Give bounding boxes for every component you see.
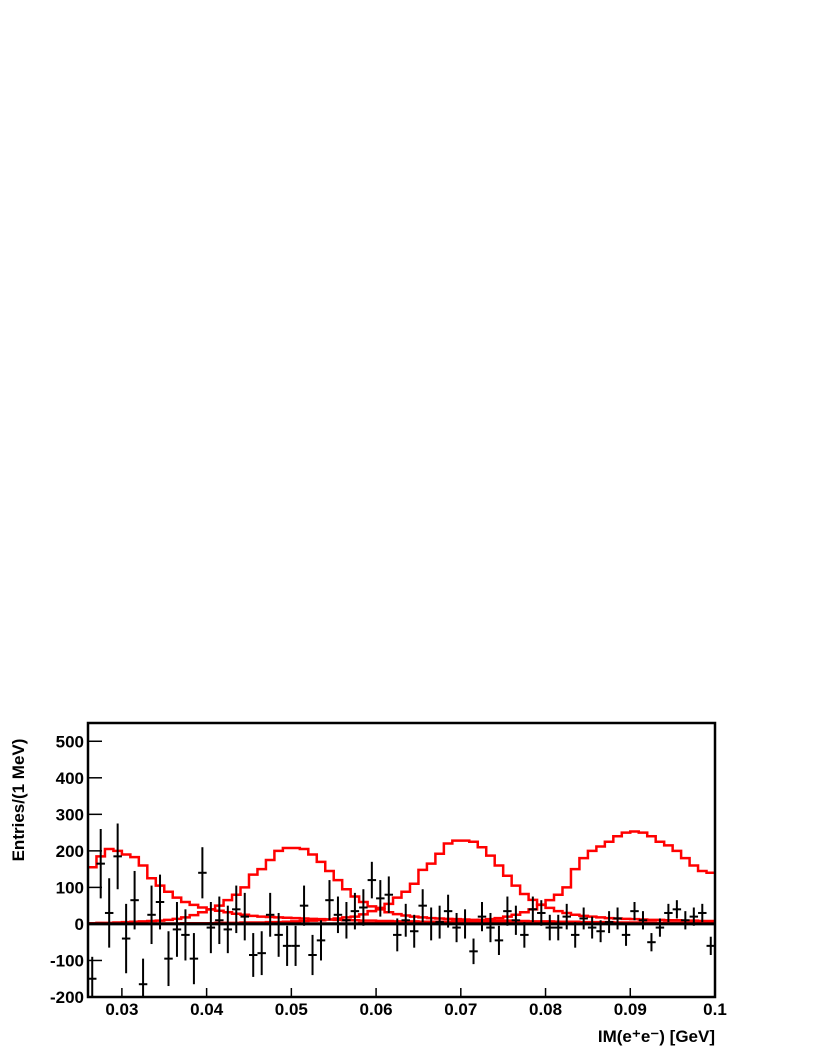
x-tick-label: 0.07 [444,1000,477,1019]
data-point [147,885,156,945]
data-point [579,907,588,930]
data-point [655,918,665,937]
frame [86,721,717,999]
y-tick-label: -200 [50,988,84,1007]
data-point [172,902,182,957]
data-point [613,907,622,930]
data-point [248,933,258,977]
template-histogram [88,846,715,925]
data-point [621,923,631,946]
data-point [367,861,377,899]
y-tick-label: 0 [75,915,84,934]
data-point [384,876,394,913]
x-tick-label: 0.09 [614,1000,647,1019]
template-histogram [88,830,715,925]
y-tick-label: 500 [56,732,84,751]
data-point [587,916,597,939]
y-tick-label: 300 [56,805,84,824]
data-point [282,925,292,966]
data-point [223,905,233,954]
data-point [570,922,580,948]
x-tick-label: 0.05 [275,1000,308,1019]
data-point [240,892,249,941]
data-point [206,902,216,954]
y-tick-label: -100 [50,951,84,970]
data-point [503,896,512,926]
data-point [291,925,300,966]
data-point [486,912,495,943]
template-histogram [88,847,715,925]
data-point [274,912,283,957]
data-point [164,931,173,987]
data-point [265,892,275,937]
data-point [316,920,326,961]
data-point [342,902,351,939]
data-point [469,938,478,965]
data-point [562,903,571,930]
data-point [215,896,224,945]
data-point [630,902,639,921]
data-point [672,900,682,919]
data-point [604,911,614,934]
x-tick-label: 0.04 [190,1000,224,1019]
data-point [545,914,555,941]
data-point [477,902,487,932]
data-point [376,880,385,917]
data-point [333,896,343,934]
y-axis-label: Entries/(1 MeV) [9,739,28,862]
x-tick-label: 0.06 [360,1000,393,1019]
data-point [155,874,165,930]
data-point [130,870,139,930]
y-tick-label: 100 [56,878,84,897]
data-point [88,956,97,997]
data-point [638,911,648,930]
data-point [308,934,317,976]
x-tick-label: 0.1 [703,1000,727,1019]
data-point [257,931,266,976]
data-point [325,880,334,921]
data-point [452,912,461,943]
data-point [401,903,410,937]
data-point [189,933,199,985]
data-point [299,885,309,926]
x-tick-label: 0.08 [529,1000,562,1019]
data-point [528,896,538,923]
x-axis-label: IM(e⁺e⁻) [GeV] [598,1027,715,1046]
data-point [232,885,241,934]
template-histogram [88,839,715,925]
y-tick-label: 200 [56,842,84,861]
data-point [537,900,546,926]
data-point [418,889,427,923]
data-point [698,903,707,923]
data-point [520,922,529,948]
x-tick-label: 0.03 [105,1000,138,1019]
plot-area [88,823,715,997]
y-tick-label: 400 [56,769,84,788]
data-point [409,914,419,948]
data-point [706,936,715,955]
data-point [113,823,122,890]
data-point [494,925,504,955]
data-point [511,905,521,935]
data-point [647,933,656,952]
data-point [138,958,148,997]
data-point [198,847,207,899]
data-point [435,905,444,939]
data-point [664,903,673,923]
data-point [554,914,563,941]
data-point [359,889,368,926]
data-point [121,903,131,974]
data-point [181,909,190,961]
data-point [104,878,114,948]
data-point [681,911,690,930]
data-point [443,894,453,928]
